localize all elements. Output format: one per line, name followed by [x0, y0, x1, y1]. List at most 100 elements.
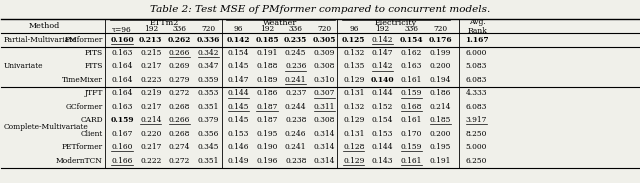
Text: Univariate: Univariate	[3, 62, 43, 70]
Text: ETTm2: ETTm2	[150, 19, 179, 27]
Text: 6.083: 6.083	[466, 76, 487, 84]
Text: 0.164: 0.164	[111, 89, 132, 97]
Text: 192: 192	[376, 25, 390, 33]
Text: 96: 96	[349, 25, 358, 33]
Text: 0.160: 0.160	[110, 36, 134, 44]
Text: 720: 720	[201, 25, 215, 33]
Text: 0.307: 0.307	[314, 89, 335, 97]
Text: Client: Client	[81, 130, 103, 138]
Text: 0.176: 0.176	[428, 36, 452, 44]
Text: 0.144: 0.144	[372, 143, 394, 151]
Text: 0.241: 0.241	[285, 143, 307, 151]
Text: 6.083: 6.083	[466, 103, 487, 111]
Text: 0.191: 0.191	[256, 49, 278, 57]
Text: 0.144: 0.144	[372, 89, 394, 97]
Text: 0.194: 0.194	[429, 76, 451, 84]
Text: 0.214: 0.214	[140, 116, 161, 124]
Text: 0.310: 0.310	[314, 76, 335, 84]
Text: GCformer: GCformer	[66, 103, 103, 111]
Text: Weather: Weather	[263, 19, 298, 27]
Text: Method: Method	[29, 22, 60, 30]
Text: 0.314: 0.314	[314, 130, 335, 138]
Text: 0.217: 0.217	[140, 103, 161, 111]
Text: PITS: PITS	[84, 49, 103, 57]
Text: 0.132: 0.132	[343, 49, 365, 57]
Text: 0.345: 0.345	[198, 143, 219, 151]
Text: 0.190: 0.190	[256, 143, 278, 151]
Text: 720: 720	[317, 25, 332, 33]
Text: 0.308: 0.308	[314, 62, 335, 70]
Text: Electricity: Electricity	[375, 19, 417, 27]
Text: 0.309: 0.309	[314, 49, 335, 57]
Text: 0.353: 0.353	[198, 89, 219, 97]
Text: 0.213: 0.213	[139, 36, 163, 44]
Text: 0.314: 0.314	[314, 156, 335, 165]
Text: 0.311: 0.311	[314, 103, 335, 111]
Text: 0.246: 0.246	[285, 130, 307, 138]
Text: 0.162: 0.162	[401, 49, 422, 57]
Text: 0.356: 0.356	[198, 130, 219, 138]
Text: 0.187: 0.187	[256, 103, 278, 111]
Text: 0.160: 0.160	[111, 143, 132, 151]
Text: 4.333: 4.333	[466, 89, 487, 97]
Text: 0.347: 0.347	[198, 62, 219, 70]
Text: 0.185: 0.185	[429, 116, 451, 124]
Text: 0.142: 0.142	[372, 62, 394, 70]
Text: 0.308: 0.308	[314, 116, 335, 124]
Text: 0.153: 0.153	[228, 130, 249, 138]
Text: 0.186: 0.186	[429, 89, 451, 97]
Text: 0.195: 0.195	[256, 130, 278, 138]
Text: 0.163: 0.163	[401, 62, 422, 70]
Text: 0.223: 0.223	[140, 76, 161, 84]
Text: 0.237: 0.237	[285, 89, 307, 97]
Text: 192: 192	[260, 25, 274, 33]
Text: 0.215: 0.215	[140, 49, 161, 57]
Text: Complete-Multivariate: Complete-Multivariate	[3, 123, 88, 131]
Text: 0.129: 0.129	[343, 116, 365, 124]
Text: 0.342: 0.342	[198, 49, 219, 57]
Text: 0.188: 0.188	[256, 62, 278, 70]
Text: 0.145: 0.145	[227, 62, 249, 70]
Text: 0.143: 0.143	[372, 156, 394, 165]
Text: 0.163: 0.163	[111, 49, 132, 57]
Text: Table 2: Test MSE of PMformer compared to concurrent models.: Table 2: Test MSE of PMformer compared t…	[150, 5, 490, 14]
Text: 0.268: 0.268	[169, 130, 190, 138]
Text: 0.200: 0.200	[429, 130, 451, 138]
Text: 5.083: 5.083	[466, 62, 487, 70]
Text: 3.917: 3.917	[466, 116, 487, 124]
Text: 0.161: 0.161	[401, 76, 422, 84]
Text: 0.236: 0.236	[285, 62, 307, 70]
Text: 0.272: 0.272	[169, 156, 190, 165]
Text: 0.266: 0.266	[169, 116, 190, 124]
Text: 0.305: 0.305	[313, 36, 336, 44]
Text: TimeMixer: TimeMixer	[62, 76, 103, 84]
Text: 0.186: 0.186	[256, 89, 278, 97]
Text: PETformer: PETformer	[61, 143, 103, 151]
Text: 0.196: 0.196	[256, 156, 278, 165]
Text: 336: 336	[173, 25, 186, 33]
Text: 0.163: 0.163	[111, 103, 132, 111]
Text: 0.154: 0.154	[399, 36, 423, 44]
Text: 0.159: 0.159	[110, 116, 134, 124]
Text: JTFT: JTFT	[84, 89, 103, 97]
Text: 0.159: 0.159	[401, 143, 422, 151]
Text: 0.235: 0.235	[284, 36, 307, 44]
Text: 0.244: 0.244	[285, 103, 307, 111]
Text: 0.164: 0.164	[111, 62, 132, 70]
Text: 0.147: 0.147	[227, 76, 249, 84]
Text: 0.191: 0.191	[429, 156, 451, 165]
Text: 0.274: 0.274	[169, 143, 190, 151]
Text: 0.144: 0.144	[227, 89, 249, 97]
Text: 0.142: 0.142	[372, 36, 394, 44]
Text: 0.164: 0.164	[111, 76, 132, 84]
Text: 0.238: 0.238	[285, 156, 307, 165]
Text: 0.129: 0.129	[343, 76, 365, 84]
Text: 192: 192	[144, 25, 158, 33]
Text: 0.153: 0.153	[372, 130, 393, 138]
Text: 0.279: 0.279	[169, 76, 190, 84]
Text: 0.200: 0.200	[429, 62, 451, 70]
Text: 0.220: 0.220	[140, 130, 161, 138]
Text: 6.000: 6.000	[466, 49, 487, 57]
Text: 0.199: 0.199	[429, 49, 451, 57]
Text: 0.145: 0.145	[227, 116, 249, 124]
